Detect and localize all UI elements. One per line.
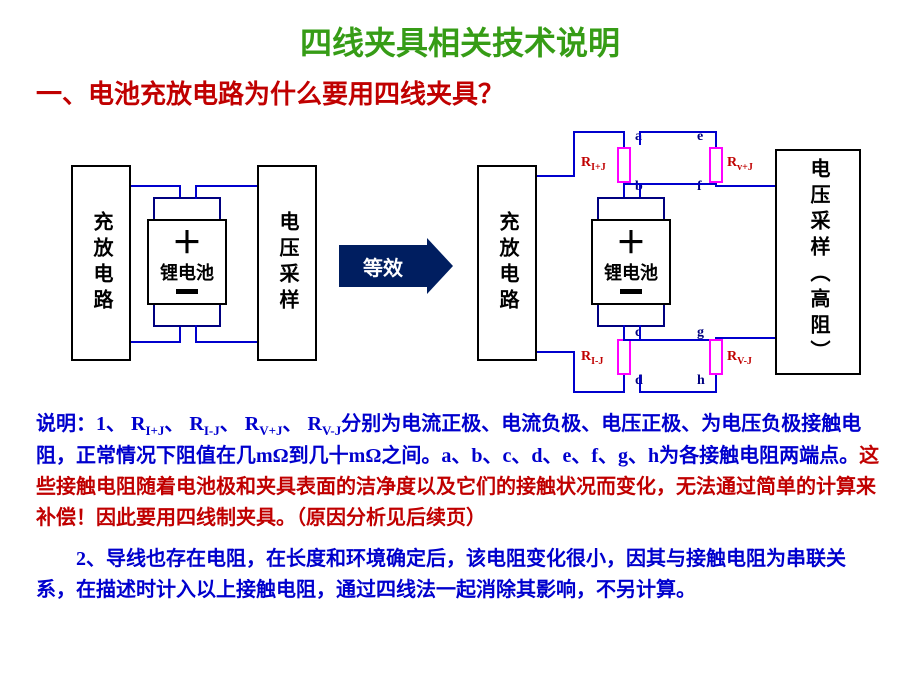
arrow-head-icon <box>427 238 453 294</box>
exp-r4: RV-J <box>308 413 342 435</box>
wire-r-ct-v3 <box>623 183 625 197</box>
exp-r1: RI+J <box>131 413 164 435</box>
diagram: 充放电路 ＋ 锂电池 电压采样 等效 充放电路 RI+J a b ＋ <box>25 119 895 399</box>
plus-icon: ＋ <box>172 230 202 257</box>
left-battery-inner: ＋ 锂电池 <box>147 219 227 305</box>
pt-g: g <box>697 325 704 341</box>
wire-r-st-v0 <box>639 131 641 145</box>
wire-r-sb-v3 <box>639 375 641 393</box>
exp-s3: 、 <box>283 413 308 435</box>
resistor-ri-minus <box>617 339 631 375</box>
left-charge-block: 充放电路 <box>71 165 131 361</box>
right-sample-label: 电压采样（高阻） <box>804 158 832 366</box>
wire-r-sb-pre <box>623 339 639 341</box>
resistor-ri-plus <box>617 147 631 183</box>
wire-l-top <box>131 185 181 187</box>
ri-minus-text: RI-J <box>581 349 603 364</box>
exp-r3: RV+J <box>245 413 283 435</box>
left-sample-block: 电压采样 <box>257 165 317 361</box>
exp-r2: RI-J <box>189 413 219 435</box>
right-sample-block: 电压采样（高阻） <box>775 149 861 375</box>
ri-plus-text: RI+J <box>581 155 606 170</box>
exp-s2: 、 <box>220 413 245 435</box>
wire-r-sb-mid <box>639 339 717 341</box>
wire-r-st-v <box>639 183 641 197</box>
minus-icon-r <box>620 289 642 294</box>
left-battery-label: 锂电池 <box>160 259 214 285</box>
arrow-label: 等效 <box>363 252 403 281</box>
left-sample-label: 电压采样 <box>273 211 301 315</box>
wire-r-cb-v3 <box>573 351 575 393</box>
wire-r-st-mid <box>639 183 717 185</box>
rv-plus-label: Rv+J <box>727 155 753 173</box>
wire-r-ct <box>537 175 575 177</box>
pt-f: f <box>697 179 702 195</box>
exp-s1: 、 <box>164 413 189 435</box>
right-charge-block: 充放电路 <box>477 165 537 361</box>
wire-r-cb2 <box>537 351 575 353</box>
left-battery: ＋ 锂电池 <box>147 197 227 327</box>
exp-prefix: 说明：1、 <box>36 413 131 435</box>
resistor-rv-minus <box>709 339 723 375</box>
ri-plus-label: RI+J <box>581 155 606 173</box>
explanation-1: 说明：1、 RI+J、 RI-J、 RV+J、 RV-J分别为电流正极、电流负极… <box>0 399 920 534</box>
left-charge-label: 充放电路 <box>87 211 115 315</box>
wire-r-st0 <box>639 131 717 133</box>
wire-l-bot-v <box>179 325 181 343</box>
right-battery-inner: ＋ 锂电池 <box>591 219 671 305</box>
pt-e: e <box>697 129 703 145</box>
rv-minus-text: RV-J <box>727 349 752 364</box>
right-battery-label: 锂电池 <box>604 259 658 285</box>
wire-r-st2 <box>715 185 775 187</box>
right-charge-label: 充放电路 <box>493 211 521 315</box>
wire-r-cb <box>573 391 625 393</box>
wire-r-ct-v <box>573 131 575 177</box>
rv-plus-text: Rv+J <box>727 155 753 170</box>
rv-minus-label: RV-J <box>727 349 752 367</box>
wire-l-top2 <box>195 185 257 187</box>
wire-r-ct2 <box>573 131 625 133</box>
ri-minus-label: RI-J <box>581 349 603 367</box>
page-title: 四线夹具相关技术说明 <box>0 0 920 64</box>
wire-r-sb2 <box>715 337 775 339</box>
explanation-2: 2、导线也存在电阻，在长度和环境确定后，该电阻变化很小，因其与接触电阻为串联关系… <box>0 534 920 606</box>
pt-h: h <box>697 373 705 389</box>
arrow-body: 等效 <box>339 245 427 287</box>
section-header: 一、电池充放电路为什么要用四线夹具？ <box>0 74 920 111</box>
wire-r-st-pre <box>623 183 639 185</box>
wire-l-bot2 <box>195 341 257 343</box>
wire-l-bot <box>131 341 181 343</box>
plus-icon-r: ＋ <box>616 230 646 257</box>
right-battery: ＋ 锂电池 <box>591 197 671 327</box>
wire-l-top-v2 <box>195 185 197 199</box>
resistor-rv-plus <box>709 147 723 183</box>
wire-r-sb-out <box>639 391 717 393</box>
minus-icon <box>176 289 198 294</box>
